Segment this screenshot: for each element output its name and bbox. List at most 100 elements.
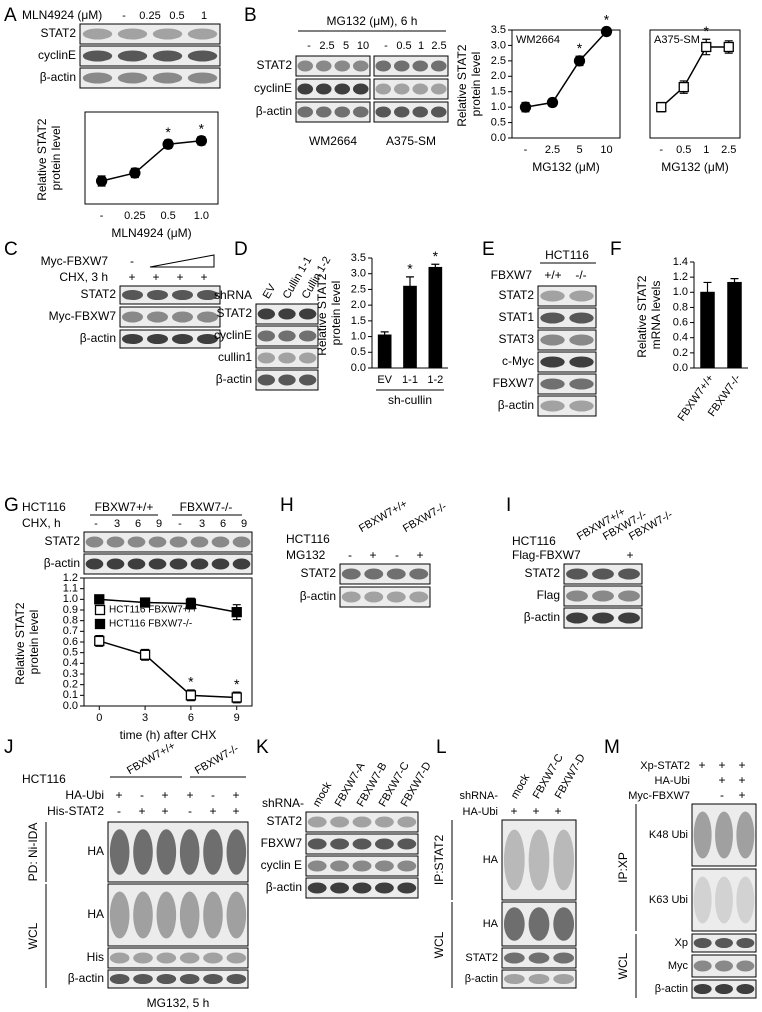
band [528,952,550,964]
marker [195,135,208,147]
band [127,536,146,548]
row-label: β-actin [524,610,560,624]
bar [428,266,443,369]
treatment-label: FBXW7 [491,268,533,282]
panel-letter: M [604,737,620,758]
band [179,973,200,985]
y-tick-label: 0.5 [351,346,366,358]
lane-label: + [115,788,122,802]
row-label: STAT2 [40,26,76,40]
significance-mark: * [188,674,194,690]
lane-label: 9 [156,518,162,530]
y-tick-label: 0.0 [351,362,366,374]
band [352,60,369,72]
band [386,568,406,580]
significance-mark: * [165,124,171,140]
band [715,876,733,924]
band [226,891,247,939]
x-tick-label: 0 [96,712,102,724]
bar [377,334,392,369]
y-tick-label: 1.0 [673,286,688,298]
band [569,312,594,324]
series-line [660,46,729,108]
y-tick-label: 0.9 [63,604,78,616]
x-tick-label: - [100,210,104,222]
lane-label: FBXW7-/- [193,742,241,777]
band [553,952,575,964]
band [278,308,296,320]
band [298,308,317,320]
blot-row [373,78,449,100]
band [736,937,755,949]
band [85,536,104,548]
blot-row [83,553,253,575]
lane-label: 2.5 [431,40,446,52]
band [592,568,614,580]
row-label: K63 Ubi [649,894,688,906]
lane-label: - [384,40,388,52]
x-tick-label: 1 [703,144,709,156]
x-tick-label: 2.5 [545,144,560,156]
y-tick-label: 0.0 [63,700,78,712]
blot-row [107,947,249,969]
lane-label: 0.5 [396,40,411,52]
lane-label: - [348,548,352,562]
row-label: Myc [668,960,689,972]
band [569,290,594,302]
lane-label: - [178,518,182,530]
band [203,973,223,985]
band [106,536,125,548]
blot-row [501,969,577,989]
treatment-label: HA-Ubi [65,788,104,802]
y-tick-label: 1.1 [63,583,78,595]
row-label: HA [483,854,499,866]
band [156,891,177,939]
band [736,960,755,972]
treatment-label: CHX, h [22,516,61,530]
y-tick-label: 0.8 [63,615,78,627]
panel-letter: A [4,5,17,26]
significance-mark: * [433,248,439,264]
y-tick-label: 3.0 [491,39,506,51]
panel-letter: D [234,239,248,260]
lane-label: + [152,270,159,284]
y-axis-label: Relative STAT2 protein level [13,599,41,685]
band [430,60,447,72]
row-label: β-actin [40,70,76,84]
band [334,83,351,95]
marker [723,41,734,53]
band [736,811,755,859]
significance-mark: * [407,261,413,277]
band [393,83,410,95]
band [386,591,406,603]
band [503,907,525,941]
lane-label: 9 [241,518,247,530]
row-label: STAT2 [216,306,252,320]
error-bar [703,281,712,293]
band [257,308,276,320]
marker [656,101,667,113]
band [307,838,327,850]
band [715,811,733,859]
band [82,50,113,62]
row-label: STAT3 [498,332,534,346]
band [736,983,755,995]
band [117,50,148,62]
band [374,816,394,828]
lane-label: 1 [418,40,424,52]
band [715,937,733,949]
lane-label: + [698,758,705,772]
band [187,50,218,62]
band [412,83,429,95]
lane-label: 2.5 [319,40,334,52]
row-label: β-actin [498,398,534,412]
y-tick-label: 0.2 [63,679,78,691]
row-label: cyclinE [254,81,292,95]
blot-row [339,563,431,585]
row-label: K48 Ubi [649,829,688,841]
section-label: IP:XP [616,852,630,883]
error-bar [406,276,414,287]
panel-letter: K [256,737,269,758]
cell-line-label: HCT116 [22,500,66,514]
